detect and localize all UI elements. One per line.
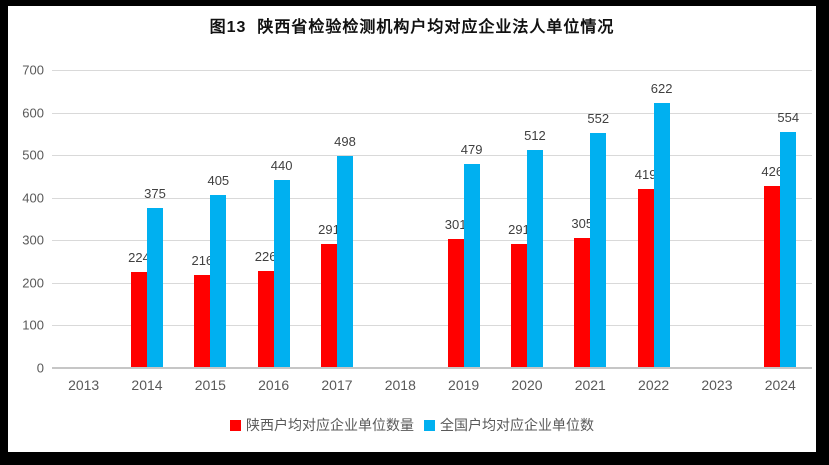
gridline (52, 155, 812, 157)
bar: 512 (524, 128, 546, 367)
bar: 224 (128, 250, 150, 367)
bar: 426 (761, 164, 783, 367)
bar-value-label: 405 (207, 173, 230, 189)
bar: 291 (318, 222, 340, 367)
x-tick-label: 2024 (764, 377, 796, 393)
bar: 554 (777, 110, 799, 367)
bar: 216 (191, 253, 213, 367)
bar: 301 (445, 217, 466, 367)
legend-swatch-icon (230, 419, 241, 431)
bar-group-2022: 419 622 (622, 70, 685, 367)
x-tick-label: 2020 (511, 377, 543, 393)
gridline (52, 325, 812, 327)
y-tick-label: 0 (36, 360, 44, 376)
plot-area: 224 375 216 405 226 440 291 498 301 479 291 512 305 5… (52, 70, 812, 369)
gridline (52, 112, 812, 114)
legend-label: 全国户均对应企业单位数 (440, 417, 594, 433)
bar-group-2019: 301 479 (432, 70, 495, 367)
x-tick-label: 2021 (574, 377, 606, 393)
bar: 305 (571, 216, 593, 367)
bar: 479 (461, 142, 482, 367)
bar-value-label: 498 (334, 133, 356, 149)
x-axis: 2013 2014 2015 2016 2017 2018 2019 2020 2021 2022… (52, 377, 812, 393)
y-tick-label: 300 (22, 232, 44, 248)
bar-value-label: 554 (777, 109, 800, 125)
y-tick-label: 500 (22, 147, 44, 163)
bar: 419 (635, 167, 656, 367)
legend-item: 全国户均对应企业单位数 (424, 415, 594, 435)
legend: 陕西户均对应企业单位数量 全国户均对应企业单位数 (8, 415, 816, 435)
y-tick-label: 600 (22, 105, 44, 121)
bar-value-label: 512 (524, 127, 546, 143)
legend-item: 陕西户均对应企业单位数量 (230, 415, 414, 435)
bar-value-label: 301 (444, 217, 467, 233)
bar-value-label: 375 (144, 185, 166, 201)
y-axis: 0 100 200 300 400 500 600 700 (8, 63, 44, 376)
x-axis-line (52, 367, 812, 369)
gridline (52, 282, 812, 284)
x-tick-label: 2018 (384, 377, 416, 393)
chart-canvas: 图13 陕西省检验检测机构户均对应企业法人单位情况 0 100 200 300 400 5… (8, 6, 816, 452)
gridline (52, 70, 812, 71)
gridline (52, 240, 812, 242)
y-tick-label: 200 (22, 275, 44, 291)
bar-value-label: 216 (191, 253, 214, 269)
x-tick-label: 2015 (194, 377, 226, 393)
bar-value-label: 426 (761, 164, 784, 180)
bar: 405 (207, 173, 229, 367)
x-tick-label: 2022 (638, 377, 670, 393)
legend-swatch-icon (424, 419, 435, 431)
y-tick-label: 700 (22, 62, 44, 78)
bar-value-label: 622 (650, 81, 673, 97)
bar-value-label: 291 (508, 221, 530, 237)
bar-group-2018 (369, 70, 432, 367)
gridline (52, 197, 812, 199)
bar-value-label: 291 (318, 221, 340, 237)
x-tick-label: 2019 (448, 377, 480, 393)
bar-value-label: 419 (634, 167, 657, 183)
x-tick-label: 2016 (258, 377, 290, 393)
x-tick-label: 2017 (321, 377, 353, 393)
bar-group-2016: 226 440 (242, 70, 305, 367)
bar-group-2020: 291 512 (495, 70, 558, 367)
bar-group-2023 (685, 70, 748, 367)
bar: 226 (255, 249, 276, 367)
x-tick-label: 2023 (701, 377, 733, 393)
bar: 622 (651, 81, 672, 367)
bar-value-label: 479 (460, 141, 483, 157)
bar-group-2021: 305 552 (559, 70, 622, 367)
bar-value-label: 440 (270, 158, 293, 174)
bar-value-label: 224 (128, 249, 150, 265)
bar: 375 (144, 186, 166, 367)
chart-title: 图13 陕西省检验检测机构户均对应企业法人单位情况 (209, 19, 615, 36)
bar: 291 (508, 222, 530, 367)
x-tick-label: 2014 (131, 377, 163, 393)
bar-group-2024: 426 554 (749, 70, 812, 367)
legend-label: 陕西户均对应企业单位数量 (246, 417, 414, 433)
bar-value-label: 552 (587, 110, 610, 126)
bar-value-label: 226 (254, 249, 277, 265)
y-tick-label: 100 (22, 317, 44, 333)
bar: 440 (271, 158, 292, 367)
bar-value-label: 305 (571, 215, 594, 231)
bar: 498 (334, 134, 356, 367)
bars-layer: 224 375 216 405 226 440 291 498 301 479 291 512 305 5… (52, 70, 812, 367)
x-tick-label: 2013 (68, 377, 100, 393)
bar-group-2014: 224 375 (115, 70, 178, 367)
bar-group-2017: 291 498 (305, 70, 368, 367)
bar: 552 (587, 111, 609, 367)
bar-group-2015: 216 405 (179, 70, 242, 367)
y-tick-label: 400 (22, 190, 44, 206)
bar-group-2013 (52, 70, 115, 367)
